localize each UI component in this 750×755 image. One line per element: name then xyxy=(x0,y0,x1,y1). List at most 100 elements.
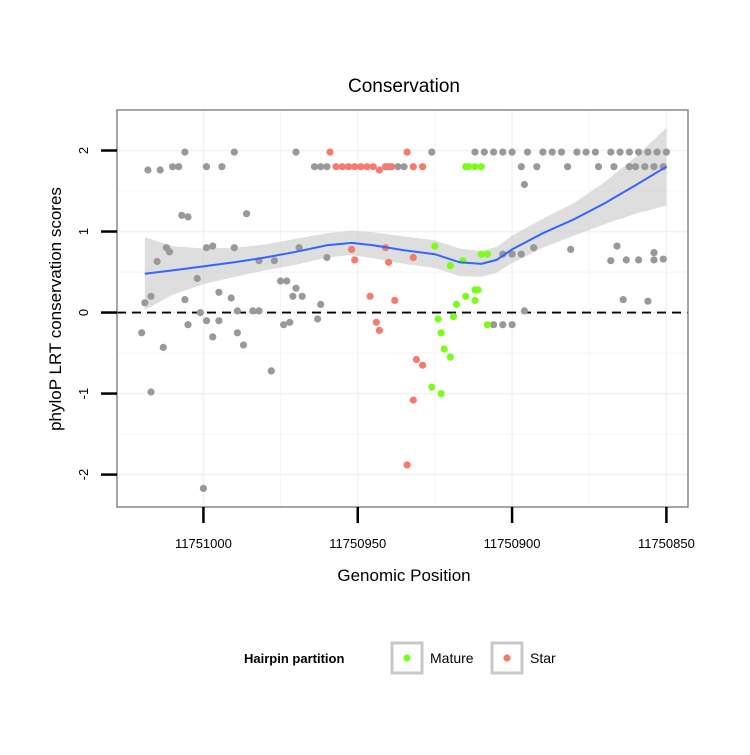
smooth-line-layer xyxy=(144,165,667,275)
point-other-46 xyxy=(178,211,186,219)
point-other-97 xyxy=(490,321,498,329)
point-other-2 xyxy=(169,163,177,171)
y-tick-label-4: 2 xyxy=(76,147,91,154)
point-other-44 xyxy=(594,163,603,171)
point-other-95 xyxy=(286,318,294,326)
confidence-band-layer xyxy=(144,127,667,311)
point-other-20 xyxy=(508,148,516,156)
point-mature-8 xyxy=(483,250,491,258)
point-other-105 xyxy=(508,250,516,258)
data-points-layer xyxy=(138,148,671,492)
point-other-86 xyxy=(159,343,167,351)
legend: Hairpin partition Mature Star xyxy=(244,641,556,675)
y-axis: -2 -1 0 1 2 xyxy=(76,147,117,480)
point-other-43 xyxy=(625,163,634,171)
point-mature-16 xyxy=(428,383,436,391)
point-star-7 xyxy=(369,163,377,171)
point-other-47 xyxy=(184,213,192,221)
x-axis-title: Genomic Position xyxy=(337,566,470,585)
point-other-53 xyxy=(230,244,238,252)
point-mature-19 xyxy=(465,163,473,171)
point-mature-9 xyxy=(471,296,479,304)
point-star-22 xyxy=(391,296,399,304)
point-other-87 xyxy=(184,321,192,329)
point-other-48 xyxy=(243,210,251,218)
point-other-83 xyxy=(619,296,627,304)
point-other-79 xyxy=(289,292,297,300)
point-mature-4 xyxy=(462,292,470,300)
point-mature-3 xyxy=(452,300,461,308)
point-other-55 xyxy=(270,257,278,265)
point-other-99 xyxy=(508,321,516,329)
point-star-10 xyxy=(388,163,396,171)
point-other-70 xyxy=(147,292,155,300)
point-other-8 xyxy=(292,148,300,156)
point-mature-21 xyxy=(477,163,485,171)
point-other-58 xyxy=(295,244,303,252)
point-other-42 xyxy=(610,163,618,171)
point-other-10 xyxy=(317,163,325,171)
point-star-18 xyxy=(385,258,393,266)
legend-label-star: Star xyxy=(530,650,556,666)
point-other-13 xyxy=(394,163,402,171)
point-other-92 xyxy=(239,341,248,349)
point-star-0 xyxy=(326,148,334,156)
point-other-3 xyxy=(175,163,183,171)
point-other-9 xyxy=(310,163,319,171)
point-mature-12 xyxy=(437,329,445,337)
point-star-16 xyxy=(366,292,374,300)
point-other-62 xyxy=(607,257,615,265)
point-other-94 xyxy=(280,321,288,329)
point-other-7 xyxy=(230,148,238,156)
point-other-25 xyxy=(548,148,556,156)
point-star-8 xyxy=(375,166,383,174)
point-star-13 xyxy=(419,163,427,171)
point-other-65 xyxy=(635,256,643,264)
point-other-77 xyxy=(249,307,257,315)
point-other-71 xyxy=(153,257,161,266)
point-other-1 xyxy=(156,166,164,174)
point-star-3 xyxy=(344,163,353,171)
point-other-19 xyxy=(499,148,507,156)
legend-key-star-dot xyxy=(503,654,511,662)
point-mature-14 xyxy=(446,353,454,361)
point-other-82 xyxy=(317,300,325,308)
point-other-40 xyxy=(650,163,658,171)
point-other-74 xyxy=(215,288,223,296)
x-axis: 11751000 11750950 11750900 11750850 xyxy=(175,507,695,551)
point-star-11 xyxy=(403,148,411,156)
point-other-78 xyxy=(255,307,263,315)
point-other-14 xyxy=(400,163,408,171)
point-other-31 xyxy=(607,148,615,156)
point-other-73 xyxy=(193,274,201,283)
point-other-27 xyxy=(564,163,572,171)
point-other-101 xyxy=(267,367,275,375)
point-other-18 xyxy=(490,148,498,156)
point-other-34 xyxy=(635,148,643,156)
point-other-38 xyxy=(631,163,640,171)
point-other-88 xyxy=(196,309,204,317)
point-other-4 xyxy=(181,148,189,156)
point-other-33 xyxy=(625,148,634,156)
point-other-85 xyxy=(138,329,146,337)
point-other-72 xyxy=(181,296,189,304)
point-other-45 xyxy=(520,180,529,189)
point-other-57 xyxy=(283,277,291,285)
plot-panel-background xyxy=(117,110,688,507)
point-star-2 xyxy=(338,163,346,171)
y-tick-label-0: -2 xyxy=(76,469,91,481)
y-tick-label-1: -1 xyxy=(76,388,91,400)
point-star-24 xyxy=(419,361,427,369)
point-other-64 xyxy=(622,256,630,264)
point-other-15 xyxy=(428,148,436,156)
point-other-91 xyxy=(215,317,223,325)
point-other-68 xyxy=(650,256,658,264)
point-other-89 xyxy=(202,317,211,325)
point-other-39 xyxy=(641,163,649,171)
point-star-6 xyxy=(363,163,371,171)
x-tick-label-2: 11750900 xyxy=(484,536,541,551)
point-star-1 xyxy=(332,163,340,171)
point-star-21 xyxy=(375,326,383,334)
point-mature-11 xyxy=(434,315,442,323)
